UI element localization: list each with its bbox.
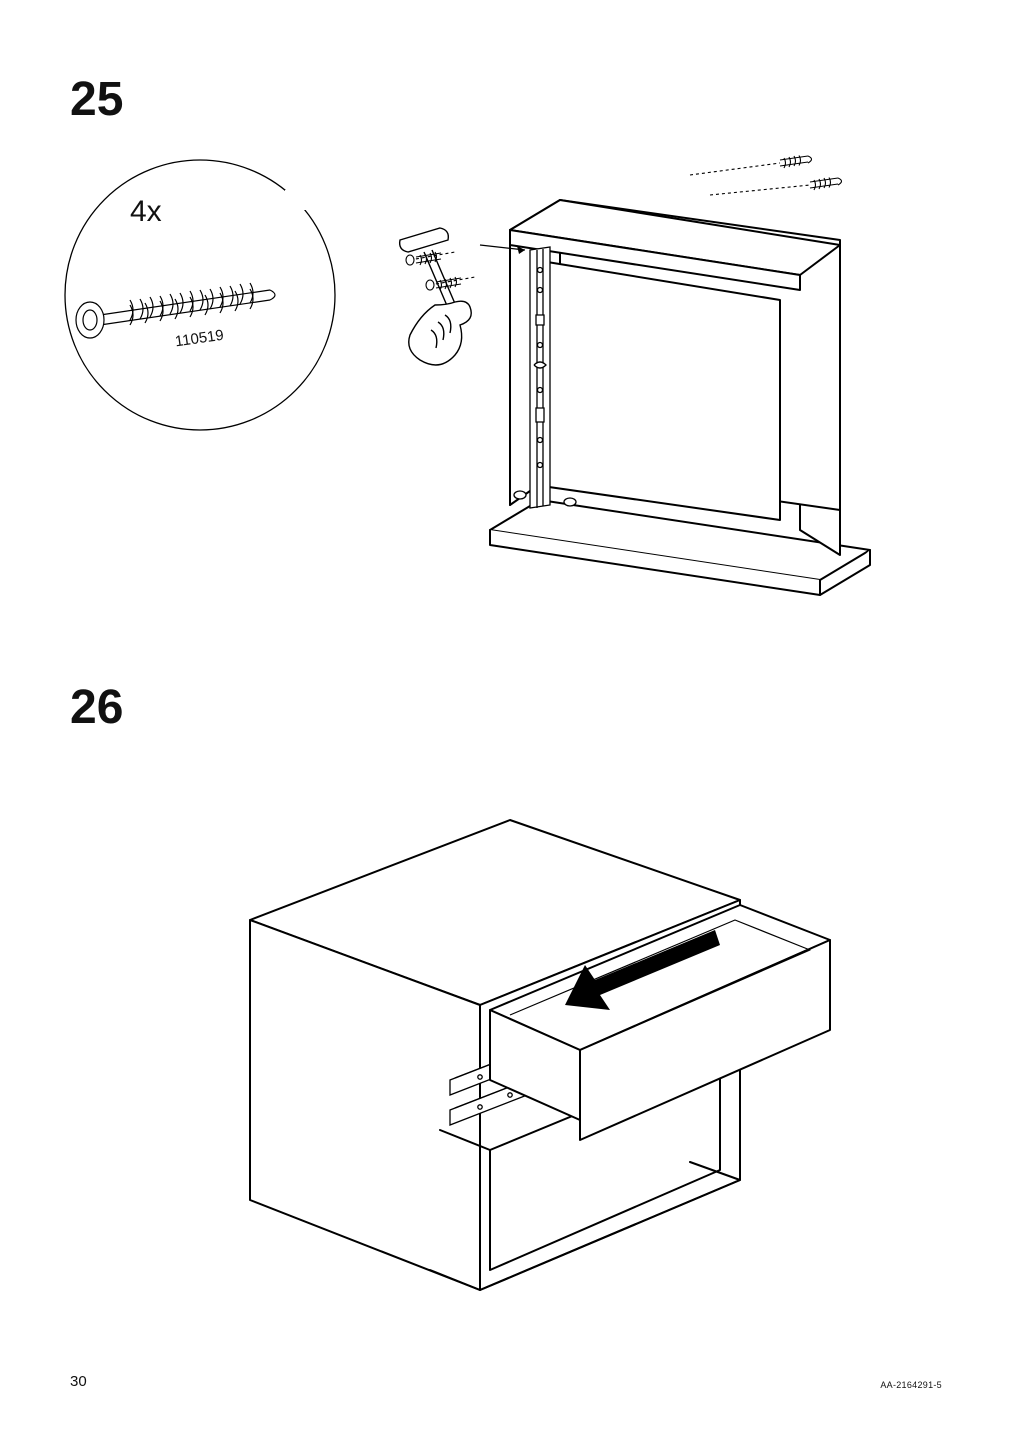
step26-illustration: [180, 780, 840, 1320]
step-number-26: 26: [70, 680, 123, 735]
callout-qty: 4x: [130, 195, 162, 228]
callout-qty-label: 4x: [130, 195, 162, 229]
document-id: AA-2164291-5: [880, 1380, 942, 1390]
step-number-25: 25: [70, 72, 123, 127]
instruction-page: 25: [0, 0, 1012, 1432]
page-number: 30: [70, 1373, 87, 1390]
step25-illustration: [40, 150, 980, 600]
